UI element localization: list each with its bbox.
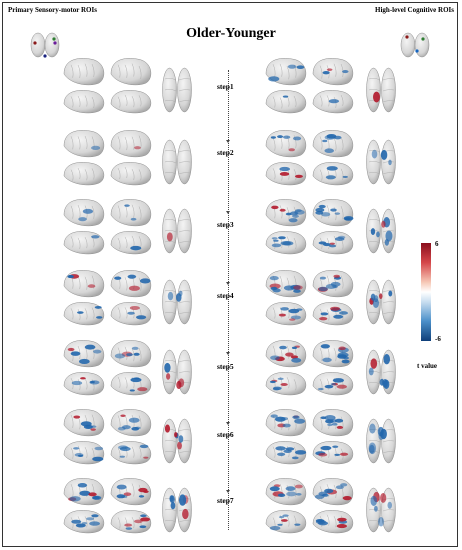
arrowhead-1 — [226, 140, 230, 143]
figure-frame — [2, 2, 458, 547]
brain-left-medial-rh-6 — [110, 441, 152, 465]
brain-left-lateral-lh-1 — [63, 58, 105, 86]
brain-left-lateral-rh-7 — [110, 478, 152, 506]
brain-left-medial-rh-5 — [110, 372, 152, 396]
brain-left-lateral-lh-3 — [63, 199, 105, 227]
left-panel-label: Primary Sensory-motor ROIs — [8, 6, 97, 14]
brain-left-dorsal-2 — [162, 139, 192, 185]
brain-right-dorsal-2 — [366, 139, 396, 185]
brain-right-lateral-rh-1 — [312, 58, 354, 86]
brain-left-lateral-lh-2 — [63, 130, 105, 158]
brain-right-medial-rh-7 — [312, 510, 354, 534]
brain-right-lateral-lh-6 — [265, 409, 307, 437]
brain-left-dorsal-1 — [162, 67, 192, 113]
step-label-2: step2 — [217, 148, 234, 157]
brain-right-medial-lh-3 — [265, 231, 307, 255]
colorbar — [421, 243, 431, 341]
step-label-5: step5 — [217, 362, 234, 371]
brain-left-medial-lh-1 — [63, 90, 105, 114]
brain-left-medial-lh-2 — [63, 162, 105, 186]
brain-right-medial-rh-2 — [312, 162, 354, 186]
colorbar-min-label: -6 — [435, 335, 441, 343]
colorbar-max-label: 6 — [435, 240, 439, 248]
brain-left-medial-rh-1 — [110, 90, 152, 114]
brain-left-lateral-rh-5 — [110, 340, 152, 368]
brain-right-medial-rh-6 — [312, 441, 354, 465]
brain-right-lateral-lh-4 — [265, 270, 307, 298]
arrowhead-6 — [226, 490, 230, 493]
step-arrow — [228, 70, 230, 530]
brain-right-lateral-rh-6 — [312, 409, 354, 437]
brain-right-lateral-lh-5 — [265, 340, 307, 368]
brain-left-lateral-rh-6 — [110, 409, 152, 437]
step-label-6: step6 — [217, 430, 234, 439]
brain-left-lateral-rh-3 — [110, 199, 152, 227]
brain-right-lateral-lh-1 — [265, 58, 307, 86]
brain-left-dorsal-3 — [162, 208, 192, 254]
brain-left-lateral-rh-1 — [110, 58, 152, 86]
brain-right-medial-lh-5 — [265, 372, 307, 396]
brain-right-lateral-lh-7 — [265, 478, 307, 506]
roi-brain-cognitive — [400, 32, 430, 58]
brain-right-medial-lh-2 — [265, 162, 307, 186]
brain-right-lateral-rh-2 — [312, 130, 354, 158]
brain-left-lateral-lh-7 — [63, 478, 105, 506]
brain-right-lateral-rh-3 — [312, 199, 354, 227]
colorbar-title: t value — [417, 362, 438, 370]
brain-right-medial-rh-1 — [312, 90, 354, 114]
step-label-3: step3 — [217, 220, 234, 229]
brain-right-medial-rh-4 — [312, 302, 354, 326]
right-panel-label: High-level Cognitive ROIs — [375, 6, 454, 14]
brain-left-medial-lh-5 — [63, 372, 105, 396]
brain-left-medial-lh-7 — [63, 510, 105, 534]
brain-right-medial-lh-4 — [265, 302, 307, 326]
brain-left-medial-rh-3 — [110, 231, 152, 255]
brain-left-medial-lh-3 — [63, 231, 105, 255]
brain-right-dorsal-7 — [366, 487, 396, 533]
brain-right-medial-lh-6 — [265, 441, 307, 465]
roi-brain-sensory-motor — [30, 32, 60, 58]
brain-left-lateral-rh-4 — [110, 270, 152, 298]
brain-right-medial-rh-3 — [312, 231, 354, 255]
step-label-7: step7 — [217, 496, 234, 505]
brain-right-dorsal-4 — [366, 279, 396, 325]
brain-right-lateral-rh-5 — [312, 340, 354, 368]
brain-left-lateral-lh-5 — [63, 340, 105, 368]
brain-left-medial-lh-4 — [63, 302, 105, 326]
brain-right-medial-lh-1 — [265, 90, 307, 114]
brain-left-dorsal-4 — [162, 279, 192, 325]
brain-right-dorsal-1 — [366, 67, 396, 113]
brain-left-dorsal-6 — [162, 418, 192, 464]
brain-right-dorsal-3 — [366, 208, 396, 254]
brain-right-lateral-lh-3 — [265, 199, 307, 227]
brain-left-medial-rh-2 — [110, 162, 152, 186]
figure-title: Older-Younger — [186, 26, 276, 41]
brain-right-lateral-rh-7 — [312, 478, 354, 506]
arrowhead-3 — [226, 282, 230, 285]
brain-right-lateral-lh-2 — [265, 130, 307, 158]
arrowhead-2 — [226, 211, 230, 214]
brain-left-medial-lh-6 — [63, 441, 105, 465]
brain-left-medial-rh-7 — [110, 510, 152, 534]
brain-right-medial-lh-7 — [265, 510, 307, 534]
step-label-4: step4 — [217, 291, 234, 300]
step-label-1: step1 — [217, 82, 234, 91]
brain-left-lateral-lh-4 — [63, 270, 105, 298]
brain-right-lateral-rh-4 — [312, 270, 354, 298]
brain-right-medial-rh-5 — [312, 372, 354, 396]
brain-right-dorsal-6 — [366, 418, 396, 464]
brain-left-lateral-lh-6 — [63, 409, 105, 437]
brain-left-dorsal-5 — [162, 349, 192, 395]
arrowhead-4 — [226, 352, 230, 355]
brain-left-medial-rh-4 — [110, 302, 152, 326]
brain-right-dorsal-5 — [366, 349, 396, 395]
brain-left-lateral-rh-2 — [110, 130, 152, 158]
arrowhead-5 — [226, 422, 230, 425]
brain-left-dorsal-7 — [162, 487, 192, 533]
